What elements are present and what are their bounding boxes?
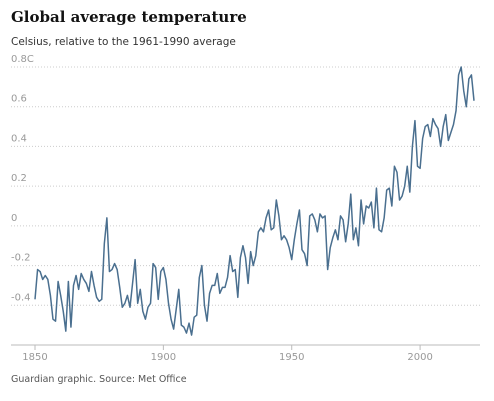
temperature-line [34, 66, 475, 336]
x-tick-label: 2000 [407, 352, 432, 363]
y-tick-label: -0.2 [11, 253, 31, 264]
y-tick-label: 0.4 [11, 133, 27, 144]
chart-title: Global average temperature [11, 8, 247, 26]
y-tick-label: 0.2 [11, 173, 27, 184]
chart-subtitle: Celsius, relative to the 1961-1990 avera… [11, 36, 236, 48]
y-tick-label: 0.8C [11, 54, 34, 65]
x-tick-label: 1950 [279, 352, 304, 363]
y-tick-label: 0.6 [11, 94, 27, 105]
x-tick-label: 1900 [151, 352, 176, 363]
y-tick-label: 0 [11, 213, 17, 224]
x-tick-label: 1850 [22, 352, 47, 363]
source-note: Guardian graphic. Source: Met Office [11, 374, 187, 385]
y-tick-label: -0.4 [11, 292, 31, 303]
